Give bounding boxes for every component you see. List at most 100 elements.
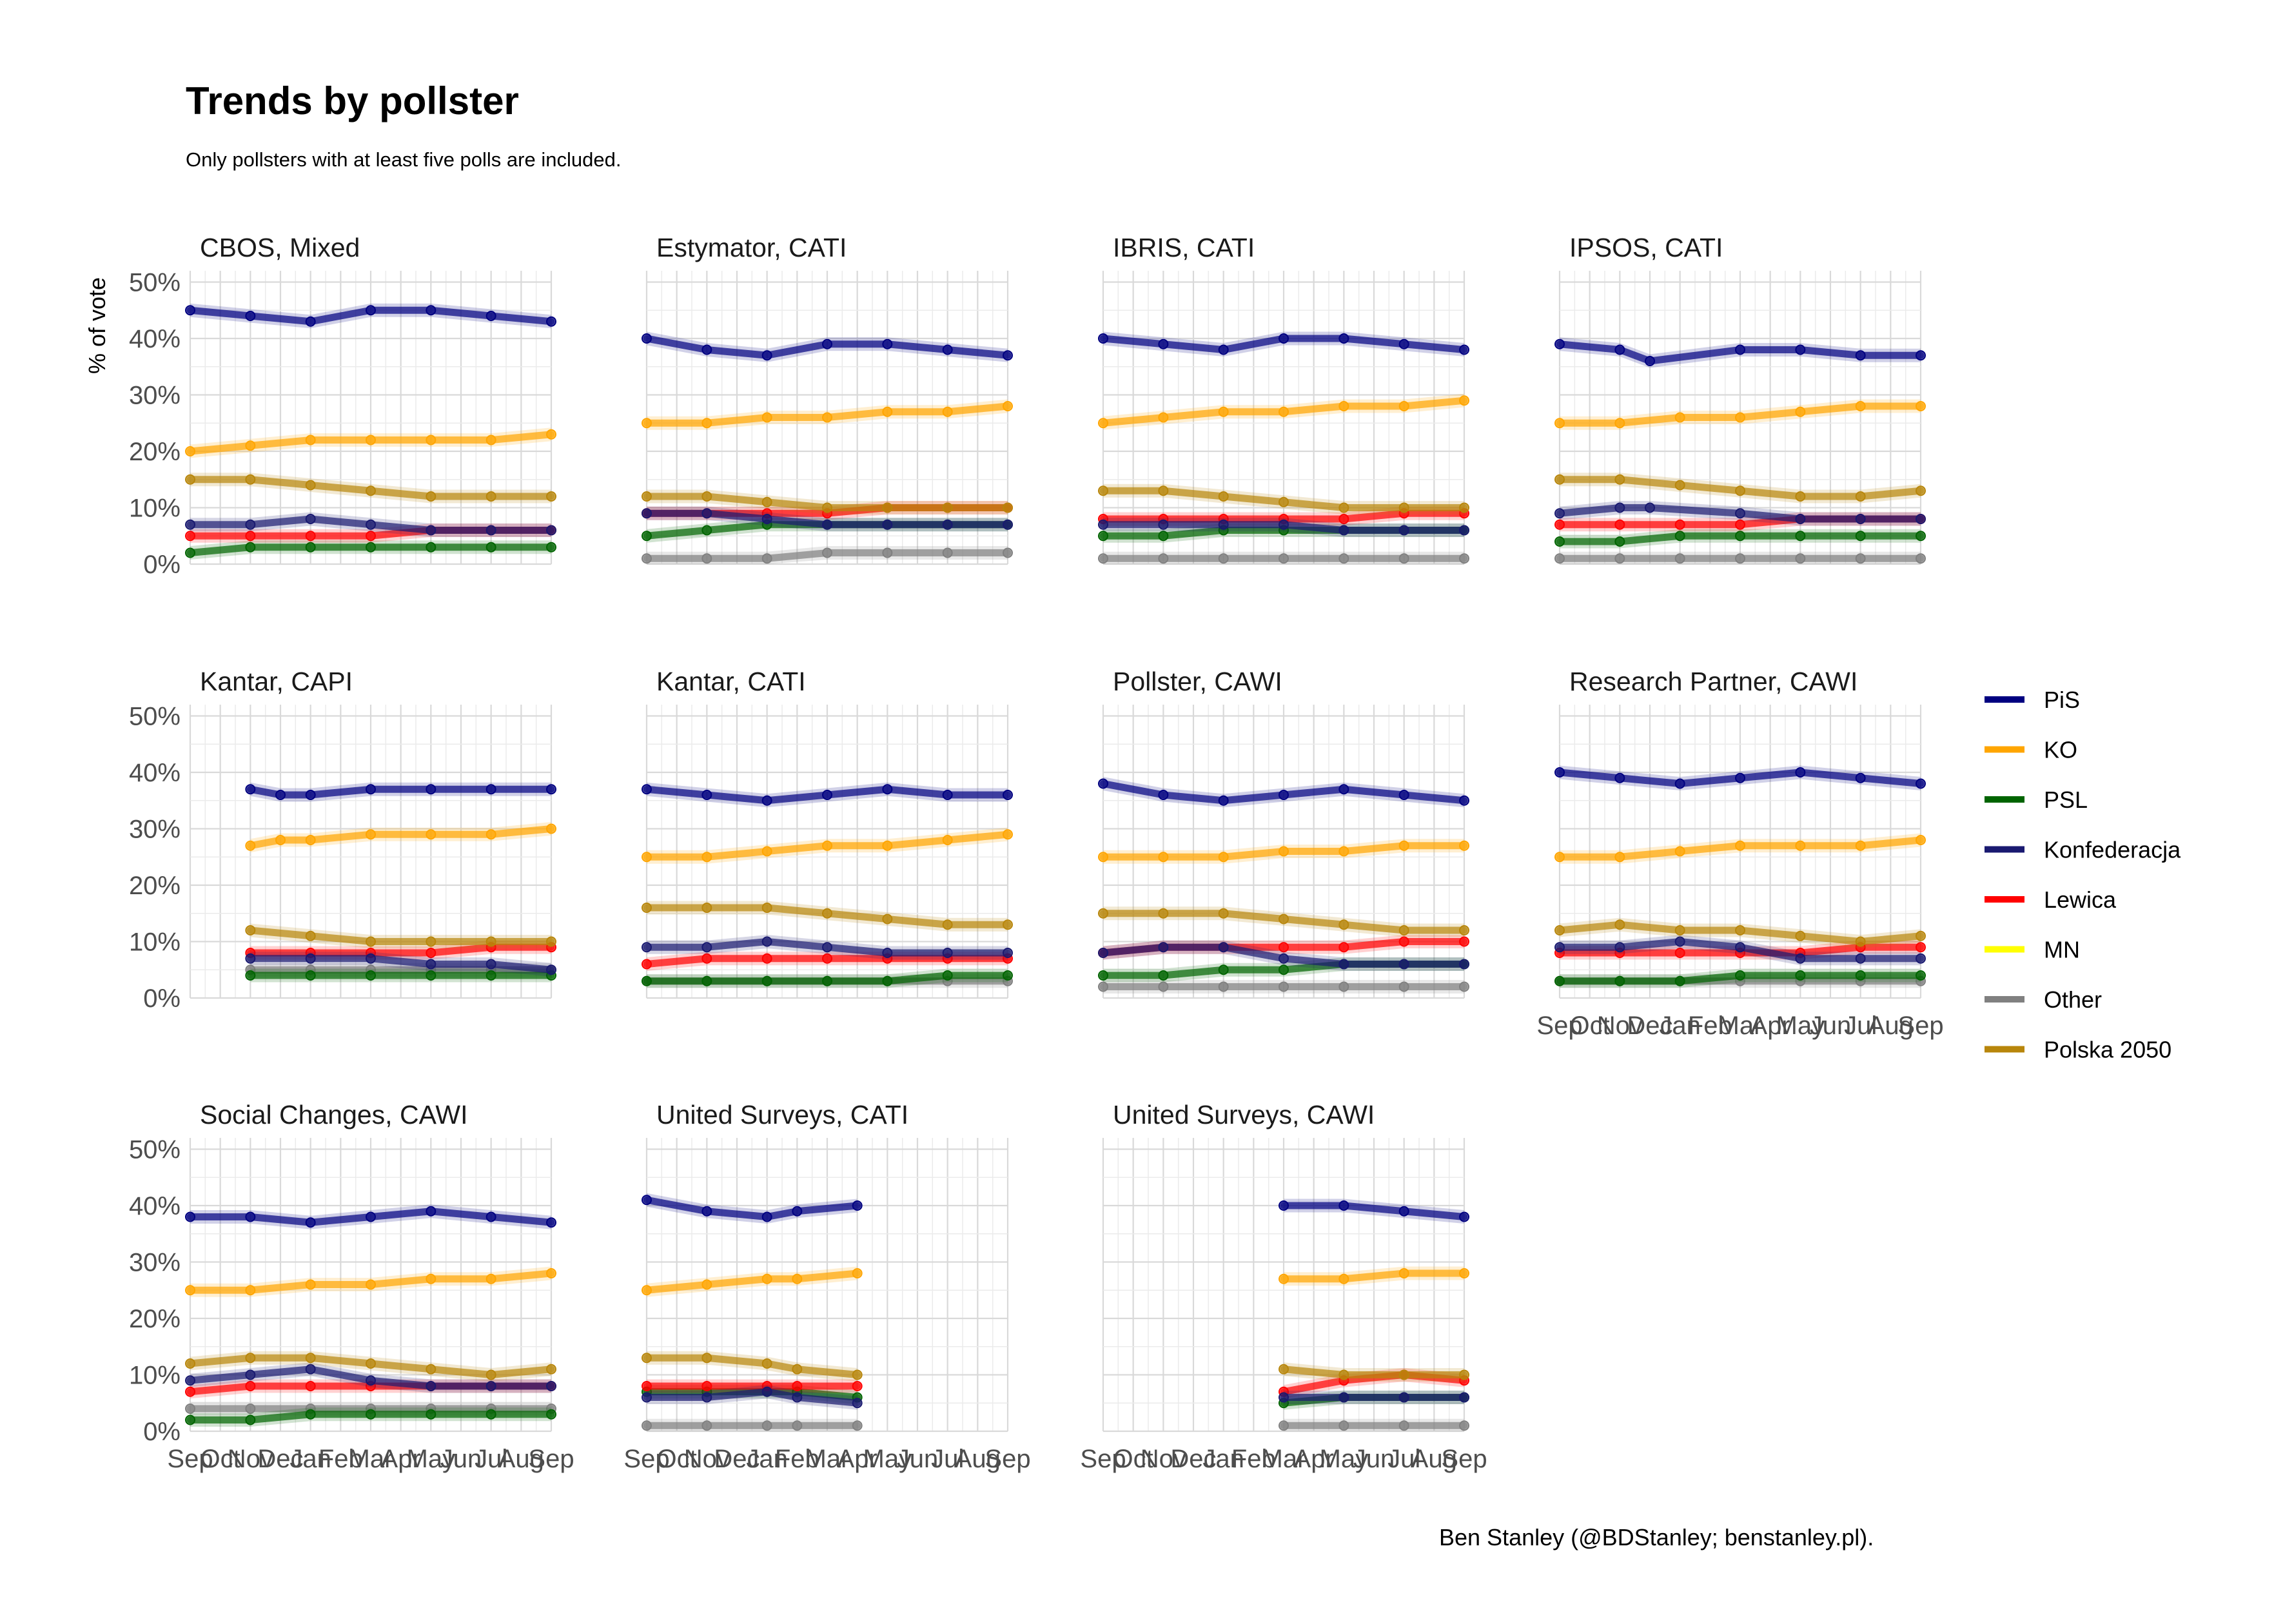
series-polska-2050 [1279, 1362, 1469, 1382]
data-point [642, 1353, 652, 1364]
data-point [822, 790, 832, 800]
data-point [1855, 401, 1866, 411]
series-ko [642, 1266, 863, 1297]
data-point [366, 784, 376, 795]
data-point [1398, 1420, 1409, 1431]
x-tick-label: Jun [1353, 1445, 1395, 1473]
data-point [1614, 975, 1625, 986]
data-point [1459, 1268, 1469, 1278]
data-point [1279, 964, 1289, 975]
data-point [852, 1200, 863, 1211]
data-point [1459, 525, 1469, 536]
data-point [1459, 936, 1469, 947]
data-point [485, 542, 496, 553]
panel-cbos-mixed: CBOS, Mixed 0% 10% 20% 30% 40% 50% [129, 233, 556, 579]
data-point [1614, 942, 1625, 953]
series-pis [1554, 765, 1926, 790]
data-point [1338, 784, 1349, 795]
data-point [1795, 553, 1806, 564]
data-point [1279, 553, 1289, 564]
data-point [546, 964, 556, 975]
series-pis [245, 782, 556, 802]
y-tick-label: 40% [129, 759, 181, 787]
data-point [822, 908, 832, 919]
data-point [1003, 948, 1013, 958]
data-point [1279, 1273, 1289, 1284]
data-point [1855, 772, 1866, 783]
legend-label: PSL [2044, 787, 2088, 813]
data-point [642, 942, 652, 953]
data-point [485, 1381, 496, 1391]
data-point [1735, 519, 1745, 530]
legend-label: PiS [2044, 687, 2080, 713]
data-point [792, 1273, 803, 1284]
data-point [1554, 474, 1565, 485]
data-point [1855, 936, 1866, 947]
x-tick-label: Nov [1597, 1012, 1643, 1040]
data-point [245, 970, 256, 981]
legend-item-other: Other [1985, 986, 2102, 1013]
data-point [642, 1195, 652, 1206]
data-point [1459, 1211, 1469, 1222]
data-point [761, 412, 772, 423]
data-point [701, 491, 712, 502]
data-point [185, 1375, 195, 1386]
data-point [185, 474, 195, 485]
x-tick-label: Feb [319, 1445, 363, 1473]
data-point [1279, 1420, 1289, 1431]
x-tick-label: May [863, 1445, 912, 1473]
data-point [485, 784, 496, 795]
data-point [1459, 502, 1469, 513]
data-point [701, 1381, 712, 1391]
data-point [761, 553, 772, 564]
data-point [245, 1369, 256, 1380]
x-tick-label: Dec [1627, 1012, 1672, 1040]
data-point [1398, 925, 1409, 935]
data-point [1735, 925, 1745, 935]
panel-ipsos-cati: IPSOS, CATI [1554, 233, 1926, 565]
data-point [366, 829, 376, 840]
y-tick-label: 10% [129, 928, 181, 957]
data-point [882, 948, 893, 958]
data-point [761, 1211, 772, 1222]
data-point [426, 959, 436, 970]
series-other [1098, 980, 1469, 993]
data-point [792, 1381, 803, 1391]
data-point [1398, 1206, 1409, 1217]
y-tick-label: 10% [129, 1362, 181, 1390]
legend-label: Konfederacja [2044, 837, 2181, 863]
data-point [1003, 970, 1013, 981]
data-point [426, 948, 436, 958]
series-pis [185, 303, 556, 329]
data-point [305, 435, 316, 445]
data-point [942, 344, 953, 355]
series-pis [1554, 337, 1926, 368]
data-point [185, 1386, 195, 1397]
caption: Ben Stanley (@BDStanley; benstanley.pl). [1439, 1524, 1874, 1551]
series-polska-2050 [642, 489, 1013, 514]
data-point [245, 784, 256, 795]
data-point [1855, 953, 1866, 964]
data-point [761, 514, 772, 524]
data-point [942, 835, 953, 845]
series-ko [185, 1266, 556, 1297]
data-point [852, 1381, 863, 1391]
x-tick-label: Jul [1387, 1445, 1420, 1473]
series-pis [1279, 1198, 1469, 1224]
data-point [701, 418, 712, 429]
data-point [1003, 547, 1013, 558]
series-konfederacja [185, 512, 556, 537]
x-tick-label: Nov [1141, 1445, 1186, 1473]
data-point [185, 547, 195, 558]
x-tick-label: Jan [1202, 1445, 1244, 1473]
data-point [761, 795, 772, 806]
series-polska-2050 [642, 901, 1013, 932]
data-point [701, 553, 712, 564]
data-point [426, 542, 436, 553]
data-point [1398, 1392, 1409, 1403]
data-point [1098, 778, 1108, 789]
panel-united-surveys-cati: United Surveys, CATISepOctNovDecJanFebMa… [623, 1100, 1030, 1473]
y-tick-label: 30% [129, 1249, 181, 1277]
data-point [366, 970, 376, 981]
x-tick-label: Aug [955, 1445, 1001, 1473]
